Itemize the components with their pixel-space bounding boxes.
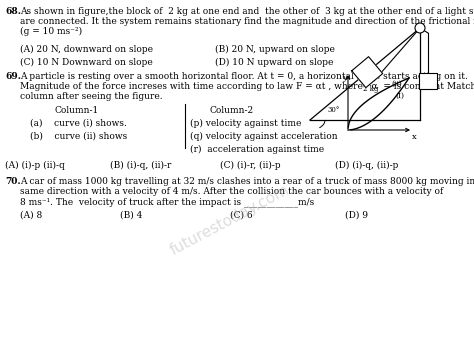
Text: (B) (i)-q, (ii)-r: (B) (i)-q, (ii)-r: [110, 161, 172, 170]
Text: 30°: 30°: [328, 106, 340, 114]
Text: (D) (i)-q, (ii)-p: (D) (i)-q, (ii)-p: [335, 161, 398, 170]
Text: (p) velocity against time: (p) velocity against time: [190, 119, 301, 128]
Text: (C) (i)-r, (ii)-p: (C) (i)-r, (ii)-p: [220, 161, 281, 170]
Text: 3kg: 3kg: [419, 73, 432, 81]
Text: A car of mass 1000 kg travelling at 32 m/s clashes into a rear of a truck of mas: A car of mass 1000 kg travelling at 32 m…: [20, 177, 474, 186]
Text: futurestoday.com: futurestoday.com: [168, 182, 292, 258]
Text: y: y: [342, 74, 347, 82]
Text: (B) 4: (B) 4: [120, 211, 142, 220]
Text: Column-2: Column-2: [210, 106, 254, 115]
Text: (q) velocity against acceleration: (q) velocity against acceleration: [190, 132, 337, 141]
Text: (a)    curve (i) shows.: (a) curve (i) shows.: [30, 119, 127, 128]
Text: column after seeing the figure.: column after seeing the figure.: [20, 92, 163, 101]
Text: 68.: 68.: [5, 7, 21, 16]
Text: (b)    curve (ii) shows: (b) curve (ii) shows: [30, 132, 127, 141]
Text: (A) 20 N, downward on slope: (A) 20 N, downward on slope: [20, 45, 153, 54]
Circle shape: [415, 23, 425, 33]
Text: 70.: 70.: [5, 177, 21, 186]
Text: (C) 6: (C) 6: [230, 211, 253, 220]
Polygon shape: [352, 57, 383, 88]
Text: (A) 8: (A) 8: [20, 211, 42, 220]
Text: (r)  acceleration against time: (r) acceleration against time: [190, 145, 324, 154]
Text: (A) (i)-p (ii)-q: (A) (i)-p (ii)-q: [5, 161, 65, 170]
Text: Column-1: Column-1: [55, 106, 99, 115]
Text: 2 kg: 2 kg: [363, 85, 378, 93]
Text: (D) 9: (D) 9: [345, 211, 368, 220]
Text: (g = 10 ms⁻²): (g = 10 ms⁻²): [20, 27, 82, 36]
Text: As shown in figure,the block of  2 kg at one end and  the other of  3 kg at the : As shown in figure,the block of 2 kg at …: [20, 7, 474, 16]
Text: A particle is resting over a smooth horizontal floor. At t = 0, a horizontal for: A particle is resting over a smooth hori…: [20, 72, 468, 81]
Text: are connected. It the system remains stationary find the magnitude and direction: are connected. It the system remains sta…: [20, 17, 474, 26]
Text: (C) 10 N Downward on slope: (C) 10 N Downward on slope: [20, 58, 153, 67]
Text: (I): (I): [395, 92, 404, 100]
Text: Magnitude of the force increses with time according to law F = αt , where   α  =: Magnitude of the force increses with tim…: [20, 82, 474, 91]
Text: x: x: [412, 133, 417, 141]
Text: (D) 10 N upward on slope: (D) 10 N upward on slope: [215, 58, 333, 67]
Bar: [419, 73, 437, 89]
Text: 69.: 69.: [5, 72, 21, 81]
Text: (ii): (ii): [391, 80, 402, 88]
Text: (B) 20 N, upward on slope: (B) 20 N, upward on slope: [215, 45, 335, 54]
Text: 8 ms⁻¹. The  velocity of truck after the impact is ____________m/s: 8 ms⁻¹. The velocity of truck after the …: [20, 197, 314, 207]
Text: same direction with a velocity of 4 m/s. After the collision the car bounces wit: same direction with a velocity of 4 m/s.…: [20, 187, 443, 196]
